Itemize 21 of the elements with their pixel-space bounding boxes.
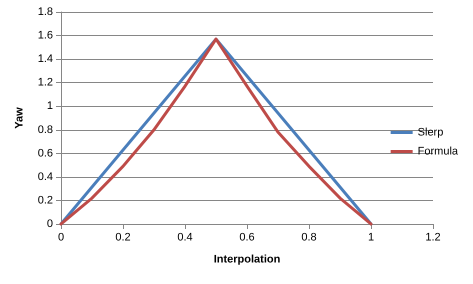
y-tick-label: 0.4	[38, 170, 53, 183]
y-tick-label: 0.2	[38, 194, 53, 206]
x-tick-label: 1.2	[425, 232, 441, 244]
legend-label: Formula	[418, 146, 459, 158]
legend-label: Slerp	[418, 126, 444, 138]
y-tick-label: 0.6	[38, 147, 53, 160]
y-axis-title: Yaw	[14, 106, 26, 129]
x-tick-label: 0.6	[239, 232, 255, 244]
y-tick-label: 1.2	[38, 76, 53, 89]
x-tick-label: 0.8	[301, 232, 317, 244]
x-axis-title: Interpolation	[214, 254, 281, 266]
y-tick-label: 0.8	[38, 124, 53, 136]
x-tick-label: 1	[368, 232, 374, 244]
x-tick-label: 0.4	[177, 232, 193, 244]
x-tick-label: 0.2	[115, 232, 131, 244]
y-tick-label: 1	[46, 100, 53, 112]
y-tick-label: 1.4	[38, 53, 53, 66]
y-tick-label: 1.8	[38, 6, 53, 18]
y-tick-label: 0	[46, 218, 53, 230]
y-tick-label: 1.6	[38, 30, 53, 42]
x-tick-label: 0	[58, 232, 64, 244]
